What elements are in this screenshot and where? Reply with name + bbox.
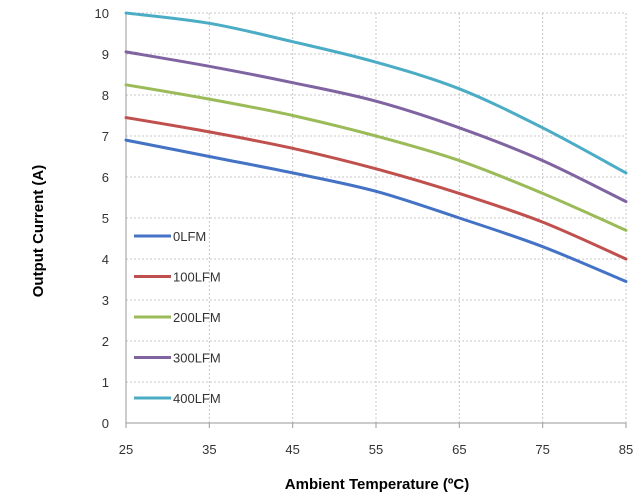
x-tick-label: 65: [452, 442, 466, 457]
x-tick-label: 35: [202, 442, 216, 457]
legend-label: 0LFM: [173, 229, 206, 244]
y-tick-label: 5: [102, 211, 109, 226]
series-line-100lfm: [124, 116, 628, 261]
series-line-0lfm: [124, 138, 628, 283]
legend-label: 300LFM: [173, 351, 221, 366]
legend-label: 400LFM: [173, 391, 221, 406]
x-tick-label: 85: [619, 442, 633, 457]
y-tick-label: 9: [102, 47, 109, 62]
x-tick-label: 75: [535, 442, 549, 457]
y-tick-label: 7: [102, 129, 109, 144]
legend: 0LFM 100LFM 200LFM 300LFM 400LFM: [134, 229, 221, 406]
y-tick-label: 8: [102, 88, 109, 103]
x-tick-label: 25: [119, 442, 133, 457]
y-tick-label: 1: [102, 375, 109, 390]
series-line-300lfm: [124, 50, 628, 204]
legend-label: 100LFM: [173, 270, 221, 285]
y-tick-label: 10: [95, 6, 109, 21]
x-axis-title: Ambient Temperature (ºC): [285, 476, 469, 493]
legend-label: 200LFM: [173, 310, 221, 325]
y-tick-label: 2: [102, 334, 109, 349]
series-line-200lfm: [124, 83, 628, 232]
x-tick-label: 55: [369, 442, 383, 457]
series-line-400lfm: [124, 11, 628, 175]
y-tick-label: 0: [102, 416, 109, 431]
x-tick-labels: 25 35 45 55 65 75 85: [119, 442, 633, 457]
y-tick-label: 3: [102, 293, 109, 308]
y-tick-label: 6: [102, 170, 109, 185]
series-lines: [124, 11, 628, 283]
x-tick-label: 45: [285, 442, 299, 457]
y-tick-label: 4: [102, 252, 109, 267]
y-axis-title: Output Current (A): [30, 165, 47, 297]
axes: [125, 13, 627, 428]
y-tick-labels: 0 1 2 3 4 5 6 7 8 9 10: [95, 6, 109, 431]
